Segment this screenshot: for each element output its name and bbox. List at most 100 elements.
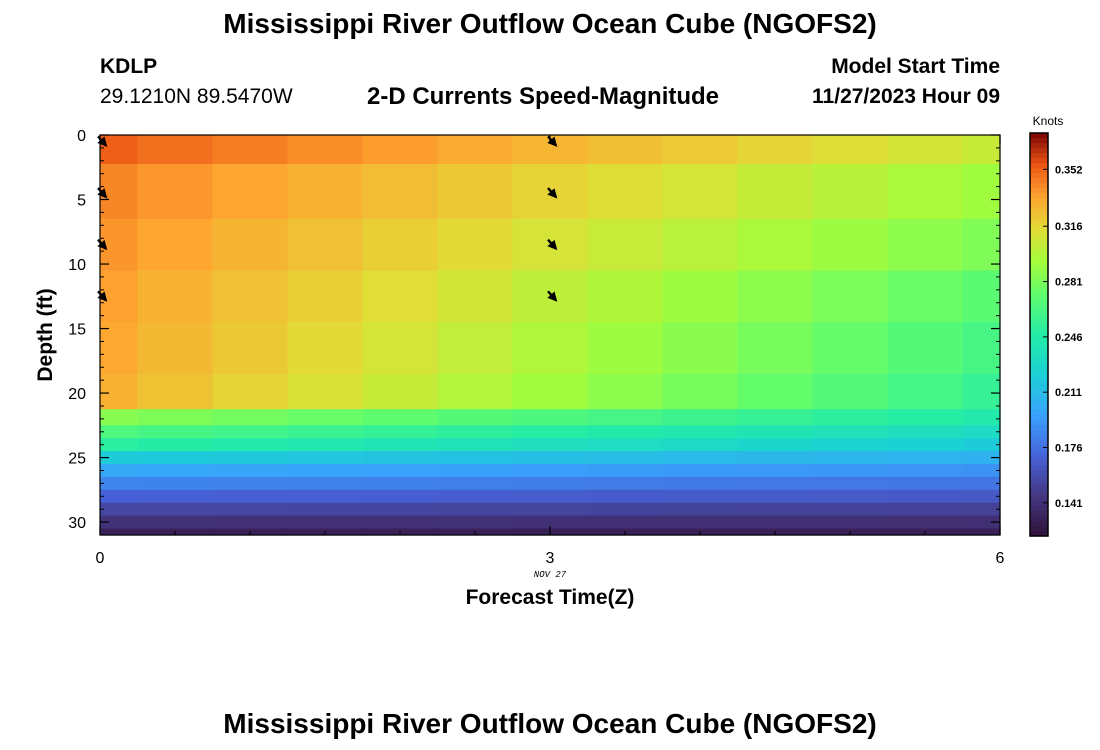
colorbar-segment	[1030, 500, 1048, 507]
heatmap-cell	[212, 373, 289, 410]
heatmap-cell	[137, 135, 214, 165]
station-coordinates: 29.1210N 89.5470W	[100, 85, 293, 108]
heatmap-cell	[287, 270, 364, 323]
x-axis-label: Forecast Time(Z)	[466, 586, 635, 609]
next-chart-title: Mississippi River Outflow Ocean Cube (NG…	[223, 708, 877, 739]
heatmap-cell	[362, 164, 439, 220]
heatmap-cell	[362, 515, 439, 530]
heatmap-cell	[137, 502, 214, 517]
colorbar-segment	[1030, 228, 1048, 235]
heatmap-cell	[137, 164, 214, 220]
current-vector	[97, 135, 108, 147]
colorbar-segment	[1030, 243, 1048, 250]
heatmap-cell	[662, 451, 739, 465]
colorbar-segment	[1030, 279, 1048, 285]
x-tick-label: 0	[96, 550, 105, 567]
heatmap-cell	[137, 218, 214, 272]
heatmap-cell	[287, 322, 364, 375]
heatmap-cell	[887, 322, 964, 375]
heatmap-cell	[212, 476, 289, 491]
heatmap-cell	[887, 476, 964, 491]
heatmap-cell	[100, 515, 139, 530]
colorbar-segment	[1030, 329, 1048, 336]
colorbar-segment	[1030, 389, 1048, 396]
heatmap-cell	[137, 322, 214, 375]
heatmap-cell	[587, 373, 664, 410]
heatmap-cell	[812, 451, 889, 465]
colorbar-segment	[1030, 445, 1048, 451]
heatmap-cell	[100, 425, 139, 439]
colorbar-segment	[1030, 420, 1048, 426]
heatmap-cell	[737, 438, 814, 452]
heatmap-cell	[662, 476, 739, 491]
heatmap-cell	[887, 451, 964, 465]
heatmap-cell	[587, 438, 664, 452]
colorbar-segment	[1030, 505, 1048, 512]
heatmap-cell	[100, 218, 139, 272]
heatmap-cell	[100, 464, 139, 478]
colorbar-segment	[1030, 168, 1048, 174]
colorbar-frame	[1029, 132, 1049, 537]
heatmap-cell	[887, 409, 964, 426]
heatmap-cell	[512, 409, 589, 426]
heatmap-cell	[812, 502, 889, 517]
heatmap-cell	[587, 476, 664, 491]
colorbar-segment	[1030, 198, 1048, 205]
colorbar-segment	[1030, 274, 1048, 280]
heatmap-cell	[437, 425, 514, 439]
colorbar-segment	[1030, 299, 1048, 305]
colorbar-segment	[1030, 133, 1048, 139]
colorbar-segment	[1030, 263, 1048, 270]
colorbar-segment	[1030, 525, 1048, 532]
heatmap-cell	[737, 270, 814, 323]
colorbar-tick-label: 0.176	[1055, 442, 1083, 454]
heatmap-cell	[512, 515, 589, 530]
heatmap-cell	[100, 373, 139, 410]
heatmap-cell	[137, 270, 214, 323]
heatmap-cell	[662, 502, 739, 517]
x-tick-label: 6	[996, 550, 1005, 567]
heatmap-cell	[512, 489, 589, 504]
colorbar-segment	[1030, 138, 1048, 144]
heatmap-cell	[287, 135, 364, 165]
heatmap-cell	[962, 464, 1001, 478]
model-start-label: Model Start Time	[831, 55, 1000, 78]
colorbar-segment	[1030, 520, 1048, 527]
heatmap-cell	[962, 528, 1001, 536]
heatmap-cell	[100, 489, 139, 504]
heatmap-cell	[662, 409, 739, 426]
heatmap-cell	[137, 373, 214, 410]
heatmap-cell	[812, 425, 889, 439]
colorbar-segment	[1030, 238, 1048, 245]
heatmap-cell	[100, 528, 139, 536]
heatmap-cell	[962, 502, 1001, 517]
colorbar-segment	[1030, 480, 1048, 487]
heatmap-cell	[587, 425, 664, 439]
heatmap-cell	[287, 425, 364, 439]
colorbar-segment	[1030, 384, 1048, 391]
heatmap-cell	[212, 502, 289, 517]
colorbar-segment	[1030, 289, 1048, 295]
heatmap-cell	[212, 135, 289, 165]
heatmap-cell	[100, 322, 139, 375]
heatmap-cell	[812, 322, 889, 375]
heatmap-cell	[812, 135, 889, 165]
colorbar-segment	[1030, 349, 1048, 356]
y-tick-label: 20	[68, 386, 86, 403]
colorbar-tick-label: 0.211	[1055, 387, 1082, 399]
heatmap-cells	[100, 135, 1001, 536]
heatmap-cell	[362, 218, 439, 272]
heatmap-cell	[212, 489, 289, 504]
heatmap-cell	[887, 373, 964, 410]
colorbar-segment	[1030, 213, 1048, 220]
date-label: NOV 27	[534, 570, 567, 580]
heatmap-cell	[812, 373, 889, 410]
colorbar-segment	[1030, 294, 1048, 300]
colorbar-segment	[1030, 455, 1048, 462]
heatmap-cell	[662, 515, 739, 530]
heatmap-cell	[287, 164, 364, 220]
colorbar-segment	[1030, 510, 1048, 517]
heatmap-cell	[287, 409, 364, 426]
heatmap-cell	[887, 438, 964, 452]
colorbar-segment	[1030, 490, 1048, 497]
